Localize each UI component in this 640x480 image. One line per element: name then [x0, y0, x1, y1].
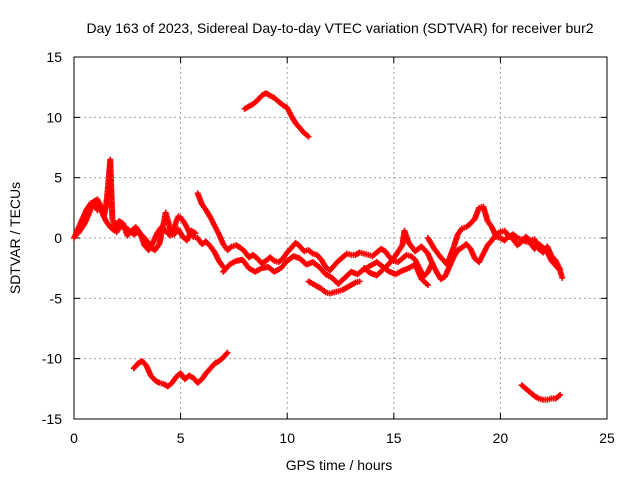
y-tick-label: 5 [54, 170, 62, 186]
data-point [305, 133, 312, 140]
data-point [559, 274, 566, 281]
y-tick-label: -5 [50, 290, 63, 306]
x-tick-label: 25 [599, 430, 615, 446]
y-axis-label: SDTVAR / TECUs [7, 182, 23, 294]
y-tick-label: -15 [42, 411, 62, 427]
series-arc-evening-secondary [424, 203, 564, 273]
x-tick-label: 10 [279, 430, 295, 446]
data-point [192, 230, 199, 237]
y-tick-label: -10 [42, 351, 62, 367]
data-point [557, 391, 564, 398]
series-arc-late-low [518, 382, 564, 403]
grid-lines [74, 57, 607, 419]
chart-title: Day 163 of 2023, Sidereal Day-to-day VTE… [86, 20, 593, 36]
data-point [557, 266, 564, 273]
x-tick-label: 20 [493, 430, 509, 446]
series-arc-early-main [71, 156, 227, 270]
y-tick-labels: -15 -10 -5 0 5 10 15 [42, 49, 62, 427]
x-tick-labels: 0 5 10 15 20 25 [70, 430, 615, 446]
y-tick-label: 0 [54, 230, 62, 246]
data-point [424, 282, 431, 289]
data-point [356, 278, 363, 285]
y-tick-label: 15 [46, 49, 62, 65]
data-points [71, 90, 566, 403]
series-arc-low-noon [305, 278, 363, 297]
series-arc-early-secondary [75, 196, 199, 254]
x-tick-label: 0 [70, 430, 78, 446]
y-tick-label: 10 [46, 109, 62, 125]
x-tick-label: 15 [386, 430, 402, 446]
x-tick-label: 5 [177, 430, 185, 446]
data-point [224, 349, 231, 356]
series-arc-high [241, 90, 312, 140]
series-arc-morning-low [130, 349, 231, 390]
axis-ticks [73, 56, 608, 420]
x-axis-label: GPS time / hours [286, 457, 393, 473]
